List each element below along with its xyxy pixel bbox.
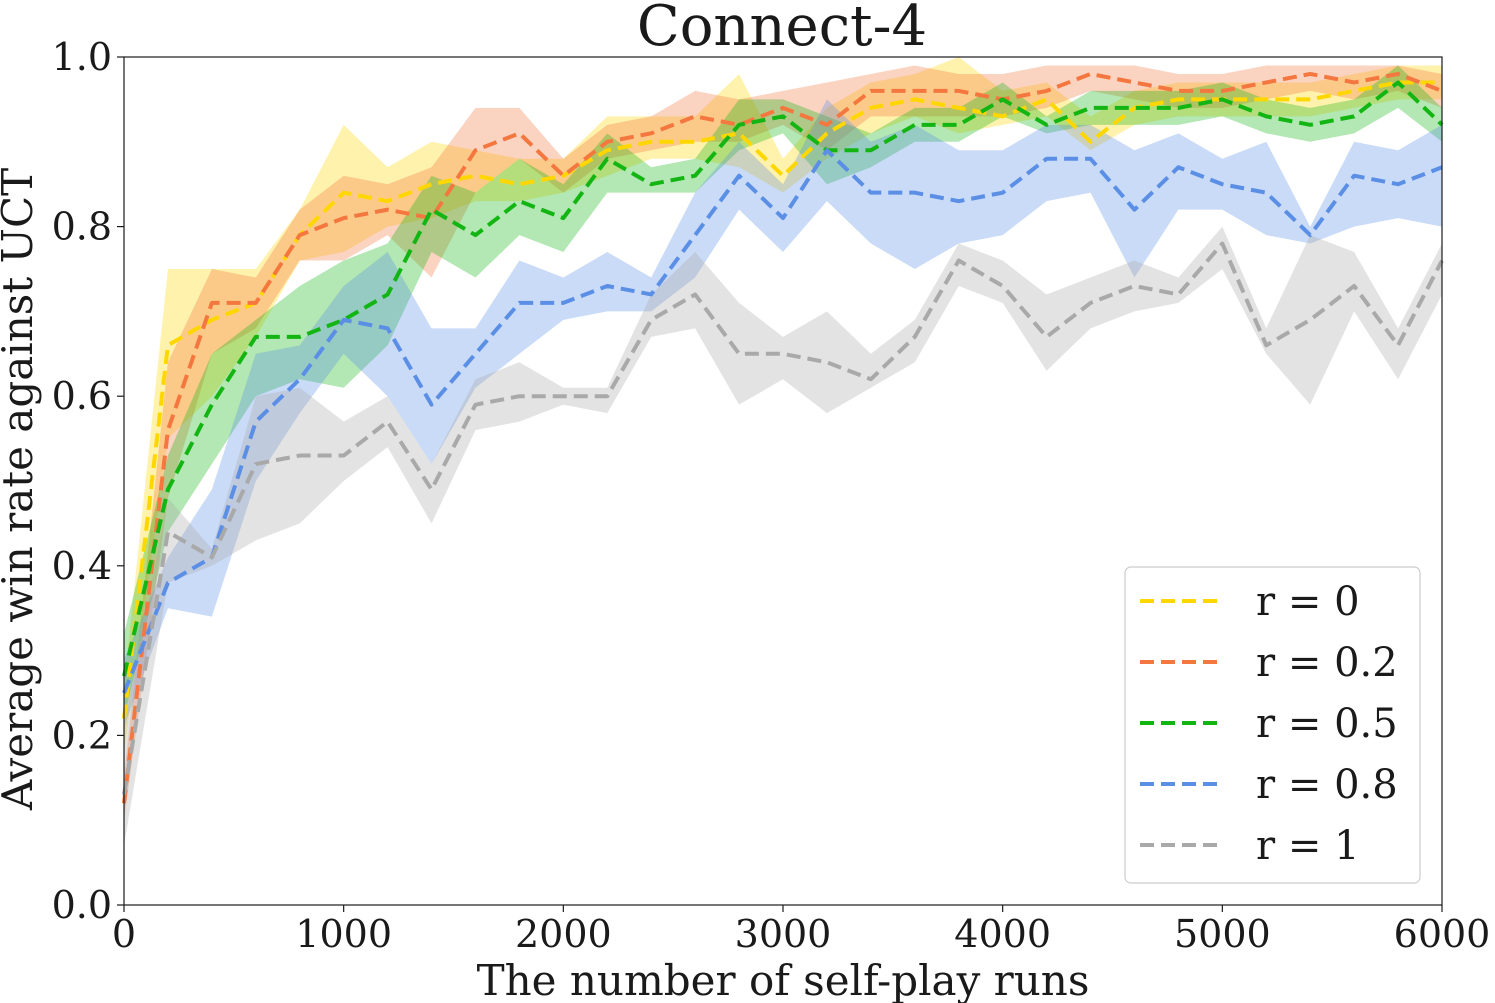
confidence-bands: [124, 57, 1442, 846]
x-tick-label: 0: [112, 912, 136, 956]
band-series-3: [124, 99, 1442, 727]
x-axis-label: The number of self-play runs: [477, 956, 1090, 1003]
y-tick-label: 0.8: [52, 205, 112, 249]
x-tick-label: 4000: [954, 912, 1051, 956]
x-tick-label: 5000: [1174, 912, 1271, 956]
y-tick-label: 0.2: [52, 713, 112, 757]
legend-label: r = 0.2: [1256, 640, 1398, 686]
x-tick-label: 6000: [1394, 912, 1491, 956]
x-tick-label: 3000: [735, 912, 832, 956]
x-axis: 0 1000 2000 3000 4000 5000 6000: [112, 905, 1490, 956]
y-tick-label: 0.6: [52, 374, 112, 418]
y-axis-label: Average win rate against UCT: [0, 168, 42, 811]
legend-label: r = 0: [1256, 579, 1360, 625]
legend-label: r = 1: [1256, 823, 1360, 869]
line-series-1: [122, 71, 1443, 804]
chart-title: Connect-4: [637, 0, 927, 59]
legend-box: [1124, 566, 1421, 884]
y-tick-label: 0.4: [52, 544, 112, 588]
series-lines: [122, 71, 1444, 804]
y-tick-label: 1.0: [52, 35, 112, 79]
band-series-2: [124, 65, 1442, 719]
x-tick-label: 2000: [515, 912, 612, 956]
y-axis: 0.0 0.2 0.4 0.6 0.8 1.0: [52, 35, 124, 927]
line-series-4: [122, 241, 1444, 796]
band-series-4: [124, 226, 1442, 846]
legend-label: r = 0.8: [1256, 762, 1398, 808]
legend: r = 0 r = 0.2 r = 0.5 r = 0.8 r = 1: [1124, 566, 1421, 884]
x-tick-label: 1000: [295, 912, 392, 956]
y-tick-label: 0.0: [52, 883, 112, 927]
line-series-3: [122, 148, 1443, 694]
line-series-2: [122, 80, 1444, 677]
legend-label: r = 0.5: [1256, 701, 1398, 747]
